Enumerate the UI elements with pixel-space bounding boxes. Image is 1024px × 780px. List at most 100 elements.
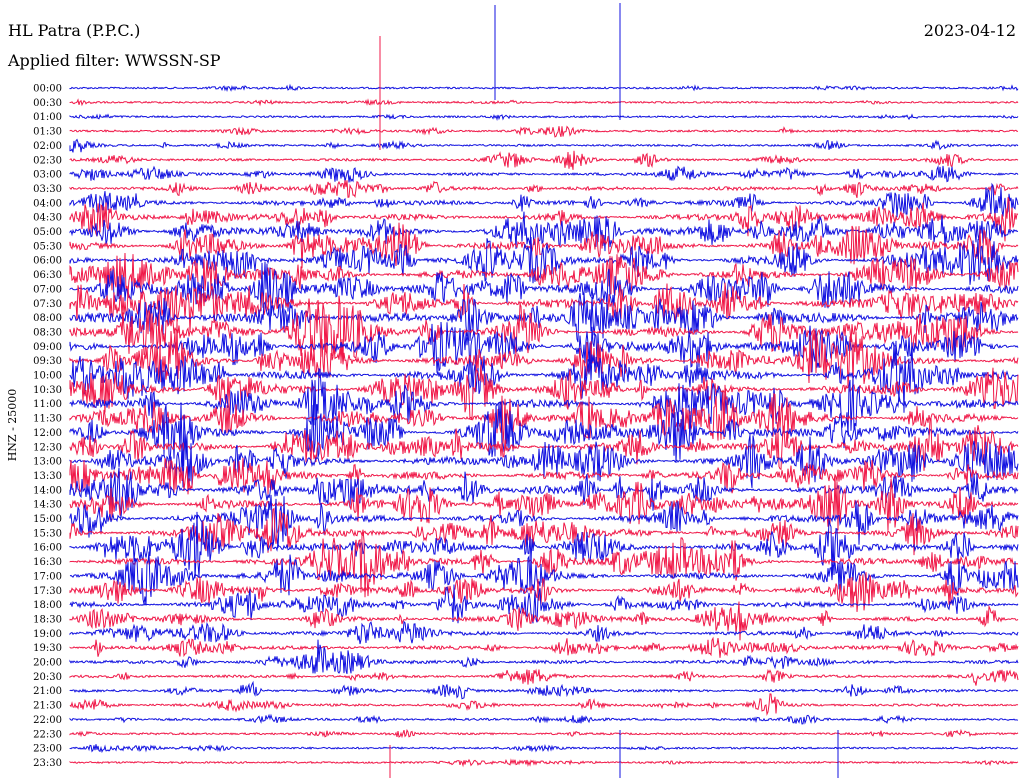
time-label: 15:30 xyxy=(33,528,62,539)
time-label: 06:30 xyxy=(33,270,62,281)
time-label: 16:00 xyxy=(33,543,62,554)
trace-row xyxy=(69,457,1019,495)
time-label: 09:00 xyxy=(33,342,62,353)
trace-row xyxy=(69,584,1019,624)
time-label: 18:00 xyxy=(33,600,62,611)
time-label: 22:30 xyxy=(33,729,62,740)
trace-row xyxy=(69,98,1019,107)
trace-row xyxy=(69,261,1019,317)
time-label: 09:30 xyxy=(33,356,62,367)
trace-row xyxy=(69,713,1019,725)
time-label: 06:00 xyxy=(33,256,62,267)
trace-row xyxy=(69,282,1019,333)
time-label: 17:00 xyxy=(33,571,62,582)
time-label: 02:00 xyxy=(33,141,62,152)
time-label: 04:00 xyxy=(33,198,62,209)
trace-row xyxy=(69,125,1019,138)
trace-row xyxy=(69,758,1019,768)
time-label: 23:00 xyxy=(33,744,62,755)
time-label: 05:00 xyxy=(33,227,62,238)
trace-row xyxy=(69,401,1019,467)
time-label: 12:00 xyxy=(33,428,62,439)
trace-row xyxy=(69,728,1019,739)
filter-label: Applied filter: WWSSN-SP xyxy=(7,51,221,70)
time-label: 18:30 xyxy=(33,614,62,625)
trace-row xyxy=(69,384,1019,444)
trace-row xyxy=(69,572,1019,612)
time-label: 10:00 xyxy=(33,371,62,382)
time-label: 08:30 xyxy=(33,327,62,338)
trace-row xyxy=(69,182,1019,218)
time-label: 20:00 xyxy=(33,658,62,669)
time-label: 14:30 xyxy=(33,500,62,511)
trace-row xyxy=(69,639,1019,674)
time-label: 07:30 xyxy=(33,299,62,310)
time-labels: 00:00 00:30 01:00 01:30 02:00 02:30 03:00 03:30… xyxy=(33,84,62,769)
time-label: 02:30 xyxy=(33,155,62,166)
trace-row xyxy=(69,197,1019,242)
time-label: 08:00 xyxy=(33,313,62,324)
time-label: 19:00 xyxy=(33,629,62,640)
trace-row xyxy=(69,494,1019,548)
trace-row xyxy=(69,507,1019,556)
time-label: 21:00 xyxy=(33,686,62,697)
time-label: 11:00 xyxy=(33,399,62,410)
trace-row xyxy=(69,222,1019,269)
trace-row xyxy=(69,430,1019,488)
record-date: 2023-04-12 xyxy=(924,21,1016,40)
trace-row xyxy=(69,744,1019,754)
time-label: 13:00 xyxy=(33,457,62,468)
trace-row xyxy=(69,292,1019,343)
time-label: 20:30 xyxy=(33,672,62,683)
channel-scale-label: HNZ - 25000 xyxy=(6,389,19,462)
time-label: 12:30 xyxy=(33,442,62,453)
time-label: 03:00 xyxy=(33,170,62,181)
seismic-traces xyxy=(69,3,1019,778)
trace-row xyxy=(69,113,1019,122)
trace-row xyxy=(69,295,1019,364)
trace-row xyxy=(69,150,1019,170)
trace-row xyxy=(69,164,1019,183)
time-label: 01:30 xyxy=(33,127,62,138)
trace-row xyxy=(69,368,1019,436)
time-label: 05:30 xyxy=(33,241,62,252)
time-label: 21:30 xyxy=(33,701,62,712)
trace-row xyxy=(69,138,1019,153)
trace-row xyxy=(69,620,1019,645)
trace-row xyxy=(69,474,1019,531)
time-label: 14:00 xyxy=(33,485,62,496)
time-label: 07:00 xyxy=(33,284,62,295)
trace-row xyxy=(69,636,1019,658)
time-label: 10:30 xyxy=(33,385,62,396)
trace-row xyxy=(69,364,1019,421)
time-label: 19:30 xyxy=(33,643,62,654)
trace-row xyxy=(69,668,1019,686)
trace-row xyxy=(69,416,1019,471)
station-title: HL Patra (P.P.C.) xyxy=(8,21,140,40)
trace-row xyxy=(69,83,1019,93)
trace-row xyxy=(69,340,1019,413)
trace-row xyxy=(69,321,1019,388)
time-label: 11:30 xyxy=(33,414,62,425)
trace-row xyxy=(69,180,1019,199)
time-label: 23:30 xyxy=(33,758,62,769)
trace-row xyxy=(69,211,1019,252)
time-label: 00:30 xyxy=(33,98,62,109)
time-label: 16:30 xyxy=(33,557,62,568)
trace-row xyxy=(69,467,1019,518)
trace-row xyxy=(69,529,1019,598)
time-label: 22:00 xyxy=(33,715,62,726)
time-label: 13:30 xyxy=(33,471,62,482)
trace-row xyxy=(69,680,1019,700)
time-label: 01:00 xyxy=(33,112,62,123)
time-label: 04:30 xyxy=(33,213,62,224)
trace-row xyxy=(69,601,1019,641)
trace-row xyxy=(69,511,1019,579)
time-label: 17:30 xyxy=(33,586,62,597)
trace-row xyxy=(69,693,1019,716)
time-label: 15:00 xyxy=(33,514,62,525)
trace-row xyxy=(69,252,1019,298)
time-label: 00:00 xyxy=(33,84,62,95)
time-label: 03:30 xyxy=(33,184,62,195)
